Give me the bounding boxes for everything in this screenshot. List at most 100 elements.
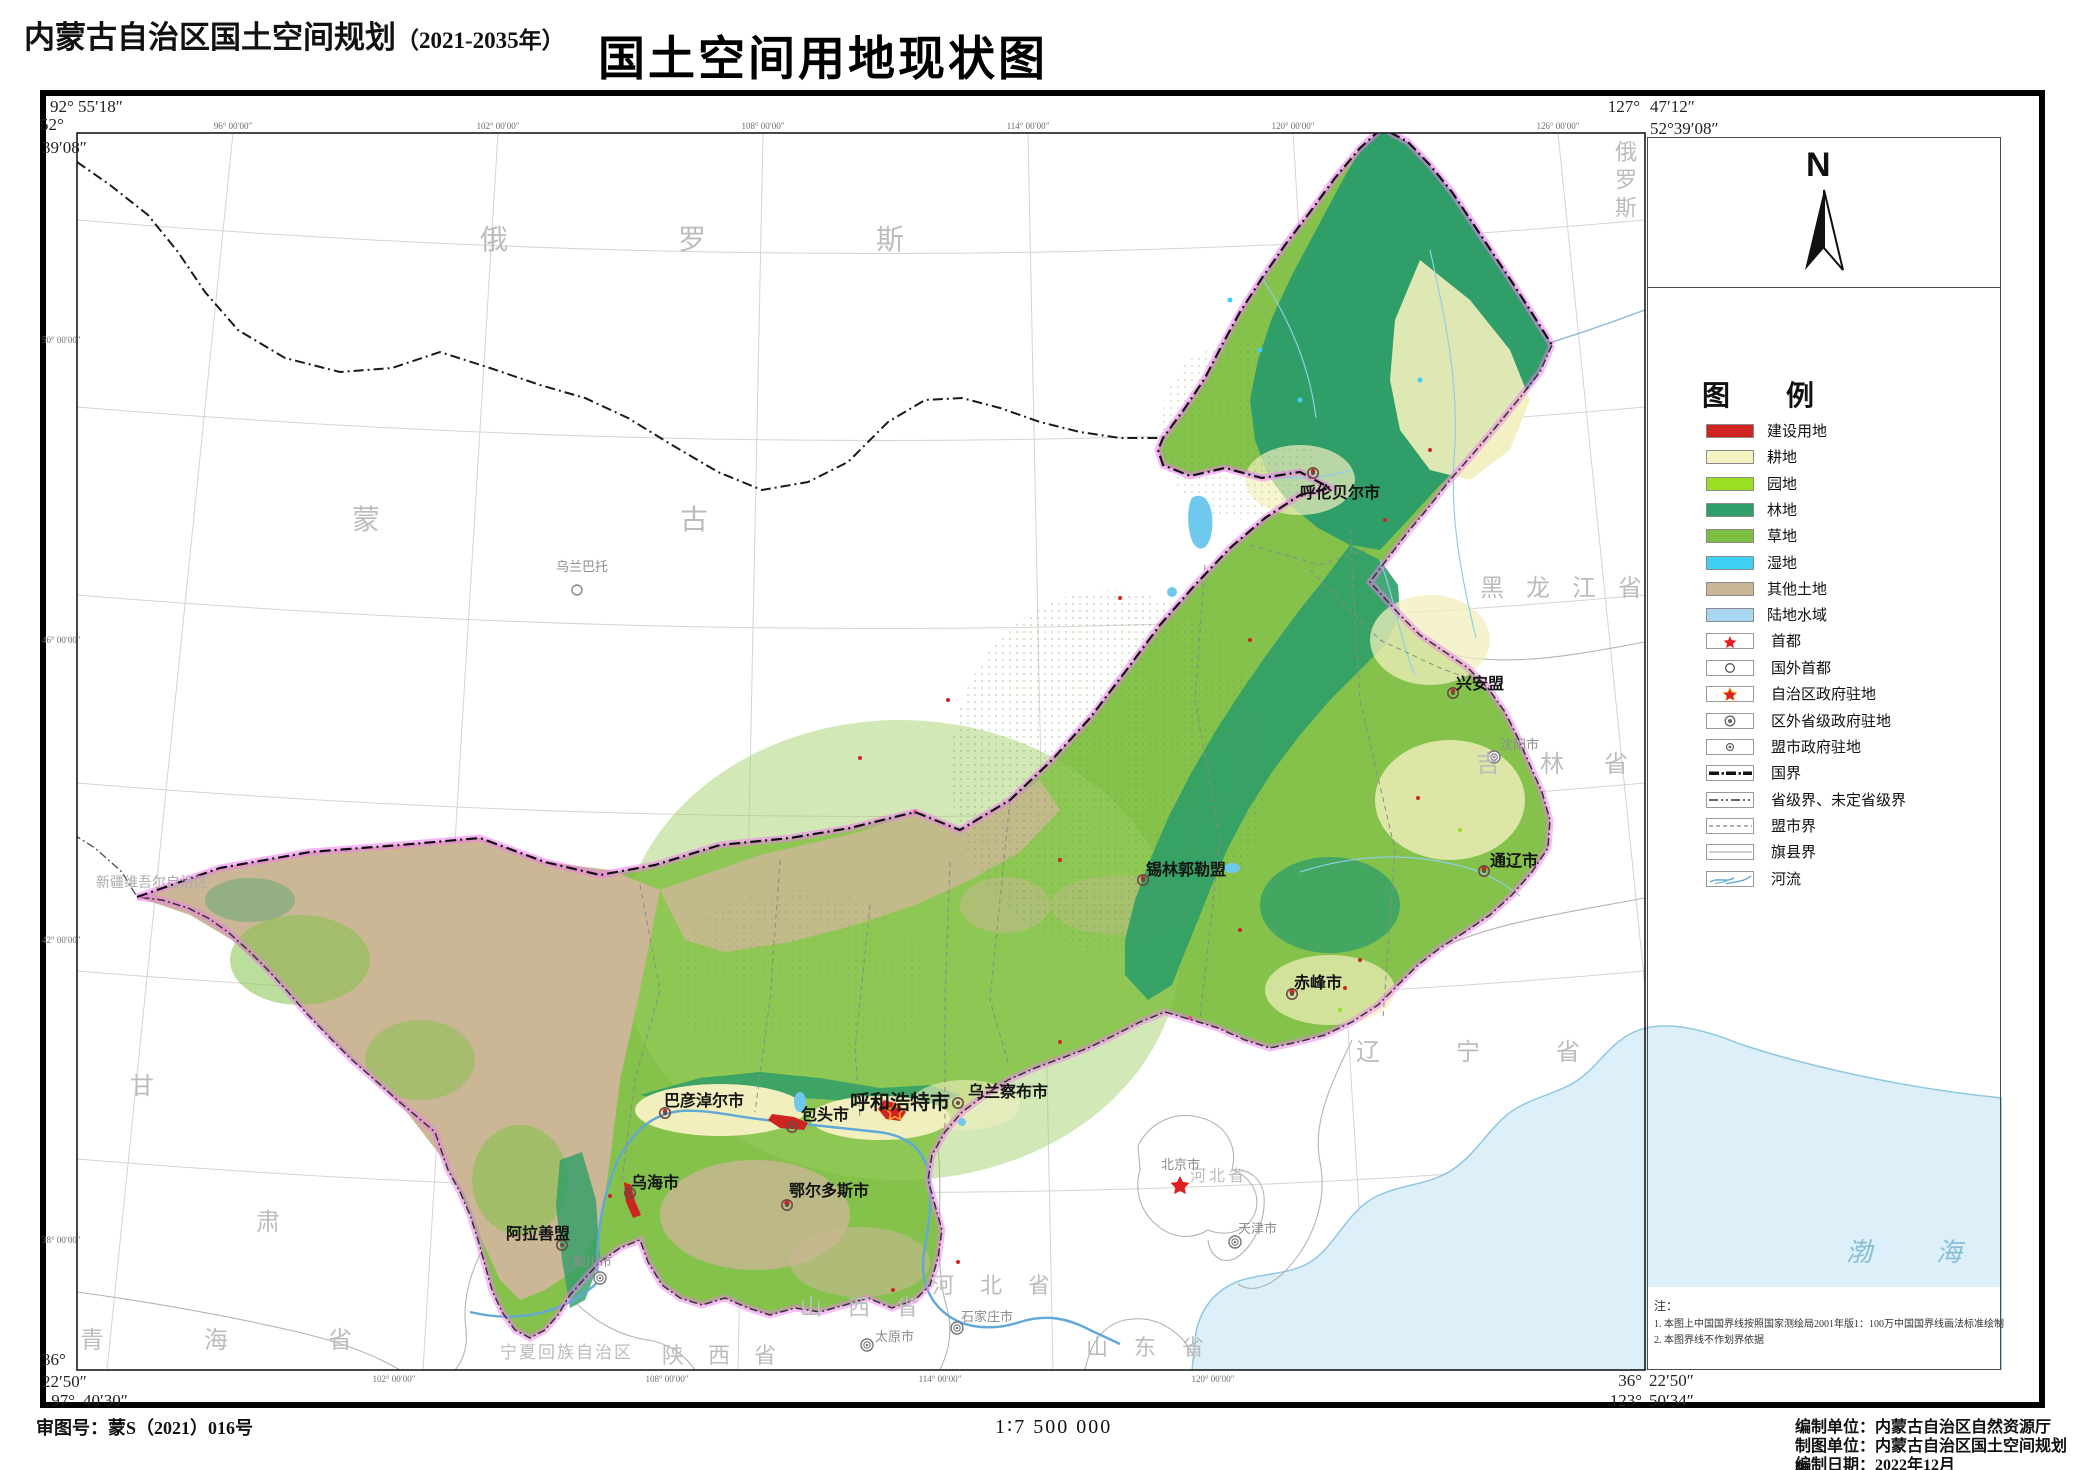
ext-city-yinchuan: 银川市 (573, 1254, 613, 1269)
swatch-orchard (1706, 476, 1754, 491)
neighbor-boundaries (77, 641, 1645, 1370)
corner-br-lat-min: 22′50″ (1649, 1371, 1694, 1390)
ext-capital-markers (593, 750, 1501, 1352)
legend-item-cropland: 耕地 (1706, 446, 1797, 466)
region-label-jilin: 吉林省 (1476, 752, 1668, 778)
approval-number: 审图号：蒙S（2021）016号 (36, 1418, 254, 1438)
note-line-2: 2. 本图界线不作划界依据 (1654, 1335, 1764, 1346)
province-boundary-icon (1706, 791, 1754, 808)
region-label-shanxi: 山西省 (800, 1295, 945, 1320)
city-label-hulunbuir: 呼伦贝尔市 (1300, 485, 1381, 502)
note-box (1648, 1287, 2000, 1369)
legend-item-river: 河流 (1706, 868, 1801, 888)
league-seat-icon (1706, 738, 1754, 755)
region-label-gan: 甘 (130, 1074, 154, 1100)
city-markers (555, 466, 1501, 1352)
region-label-mongolia: 蒙古 (352, 505, 1009, 536)
outer-border (40, 90, 2045, 1408)
corner-br-lon-min: 50′34″ (1649, 1391, 1694, 1410)
legend-item-inland-water: 陆地水域 (1706, 604, 1827, 624)
tick-top-114: 114° 00′00″ (1006, 121, 1050, 131)
national-boundary (136, 133, 1553, 899)
legend-item-national-boundary: 国界 (1706, 762, 1801, 782)
tick-left-46: 46° 00′00″ (42, 635, 81, 645)
credit-compiler: 编制单位：内蒙古自治区自然资源厅 (1795, 1419, 2052, 1436)
legend-item-wetland: 湿地 (1706, 552, 1797, 572)
bohai-sea (1191, 1025, 2002, 1370)
corner-br-lon-deg: 123° (1609, 1391, 1642, 1410)
project-title: 内蒙古自治区国土空间规划（2021-2035年） (24, 12, 565, 57)
capital-star-icon (1706, 632, 1754, 649)
corner-tr-lon-min: 47′12″ (1650, 97, 1695, 116)
project-title-text: 内蒙古自治区国土空间规划 (24, 20, 396, 55)
legend-item-orchard: 园地 (1706, 473, 1797, 493)
corner-bl-lon-min: 40′30″ (83, 1391, 128, 1410)
region-label-liaoning: 辽宁省 (1356, 1040, 1656, 1066)
city-label-alxa: 阿拉善盟 (506, 1226, 571, 1243)
region-label-shandong: 山东省 (1086, 1335, 1231, 1360)
hohhot-star-marker (884, 1101, 906, 1121)
corner-bl-lon-deg: 97° (51, 1391, 75, 1410)
tick-bottom-102: 102° 00′00″ (372, 1374, 416, 1384)
legend-item-built-up: 建设用地 (1706, 420, 1827, 440)
tick-left-50: 50° 00′00″ (42, 335, 81, 345)
legend-item-other-land: 其他土地 (1706, 578, 1827, 598)
tick-bottom-120: 120° 00′00″ (1191, 1374, 1235, 1384)
corner-bl-lat-deg: 36° (42, 1350, 66, 1369)
ext-city-shenyang: 沈阳市 (1500, 737, 1540, 752)
tick-bottom-108: 108° 00′00″ (645, 1374, 689, 1384)
tick-top-102: 102° 00′00″ (476, 121, 520, 131)
region-label-qinghai: 青海省 (80, 1328, 452, 1354)
county-boundary-icon (1706, 843, 1754, 860)
north-arrow-icon (1805, 189, 1844, 271)
ulaanbaatar-marker (571, 584, 583, 596)
city-label-baotou: 包头市 (801, 1107, 850, 1124)
region-label-su: 肃 (256, 1210, 280, 1236)
map-scale: 1∶7 500 000 (995, 1416, 1113, 1438)
tick-left-38: 38° 00′00″ (42, 1235, 81, 1245)
note-line-1: 1. 本图上中国国界线按照国家测绘局2001年版1：100万中国国界线画法标准绘… (1654, 1319, 2004, 1330)
league-boundaries (621, 529, 1501, 1181)
neatline (76, 132, 1646, 1371)
legend-title: 图 例 (1702, 381, 1829, 412)
ext-city-ulaanbaatar: 乌兰巴托 (556, 559, 609, 574)
legend-item-province-boundary: 省级界、未定省级界 (1706, 789, 1906, 809)
tick-top-120: 120° 00′00″ (1271, 121, 1315, 131)
ext-city-tianjin: 天津市 (1238, 1221, 1278, 1236)
project-period: （2021-2035年） (396, 28, 565, 53)
tick-bottom-114: 114° 00′00″ (918, 1374, 962, 1384)
city-label-wuhai: 乌海市 (631, 1175, 680, 1192)
credit-date: 编制日期：2022年12月 (1795, 1457, 1956, 1470)
swatch-forest (1706, 502, 1754, 517)
legend-item-grassland: 草地 (1706, 525, 1797, 545)
region-label-hebei: 河北省 (932, 1273, 1077, 1298)
city-label-xilingol: 锡林郭勒盟 (1146, 862, 1227, 879)
yellow-river (469, 1109, 1121, 1346)
foreign-capital-icon (1706, 659, 1754, 676)
corner-tl-lon: 92° 55′18″ (50, 97, 123, 116)
corner-bl-lat-min: 22′50″ (42, 1372, 87, 1391)
legend-item-foreign-capital: 国外首都 (1706, 657, 1831, 677)
region-label-xinjiang: 新疆维吾尔自治区 (96, 876, 208, 891)
region-label-russia-east: 俄罗斯 (1612, 140, 1637, 224)
city-label-ulanqab: 乌兰察布市 (968, 1084, 1049, 1101)
region-label-heilongjiang: 黑龙江省 (1480, 576, 1664, 602)
legend-item-capital: 首都 (1706, 630, 1801, 650)
corner-br-lat-deg: 36° (1618, 1371, 1642, 1390)
legend-item-county-boundary: 旗县界 (1706, 841, 1816, 861)
legend-item-region-seat: 自治区政府驻地 (1706, 683, 1876, 703)
page-title: 国土空间用地现状图 (598, 32, 1048, 85)
corner-tl-lat-min: 39′08″ (42, 138, 87, 157)
swatch-built-up (1706, 423, 1754, 438)
corner-tr-lon-deg: 127° (1607, 97, 1640, 116)
corner-tl-lat-deg: 52° (40, 115, 64, 134)
legend-item-league-boundary: 盟市界 (1706, 815, 1816, 835)
swatch-other-land (1706, 581, 1754, 596)
city-label-hohhot: 呼和浩特市 (850, 1092, 950, 1114)
corner-tr-lat: 52°39′08″ (1650, 119, 1719, 138)
legend-item-league-seat: 盟市政府驻地 (1706, 736, 1861, 756)
inner-mongolia-region (135, 133, 1556, 1346)
sea-label-bohai: 渤海 (1846, 1238, 2027, 1267)
legend-item-ext-province-seat: 区外省级政府驻地 (1706, 710, 1891, 730)
